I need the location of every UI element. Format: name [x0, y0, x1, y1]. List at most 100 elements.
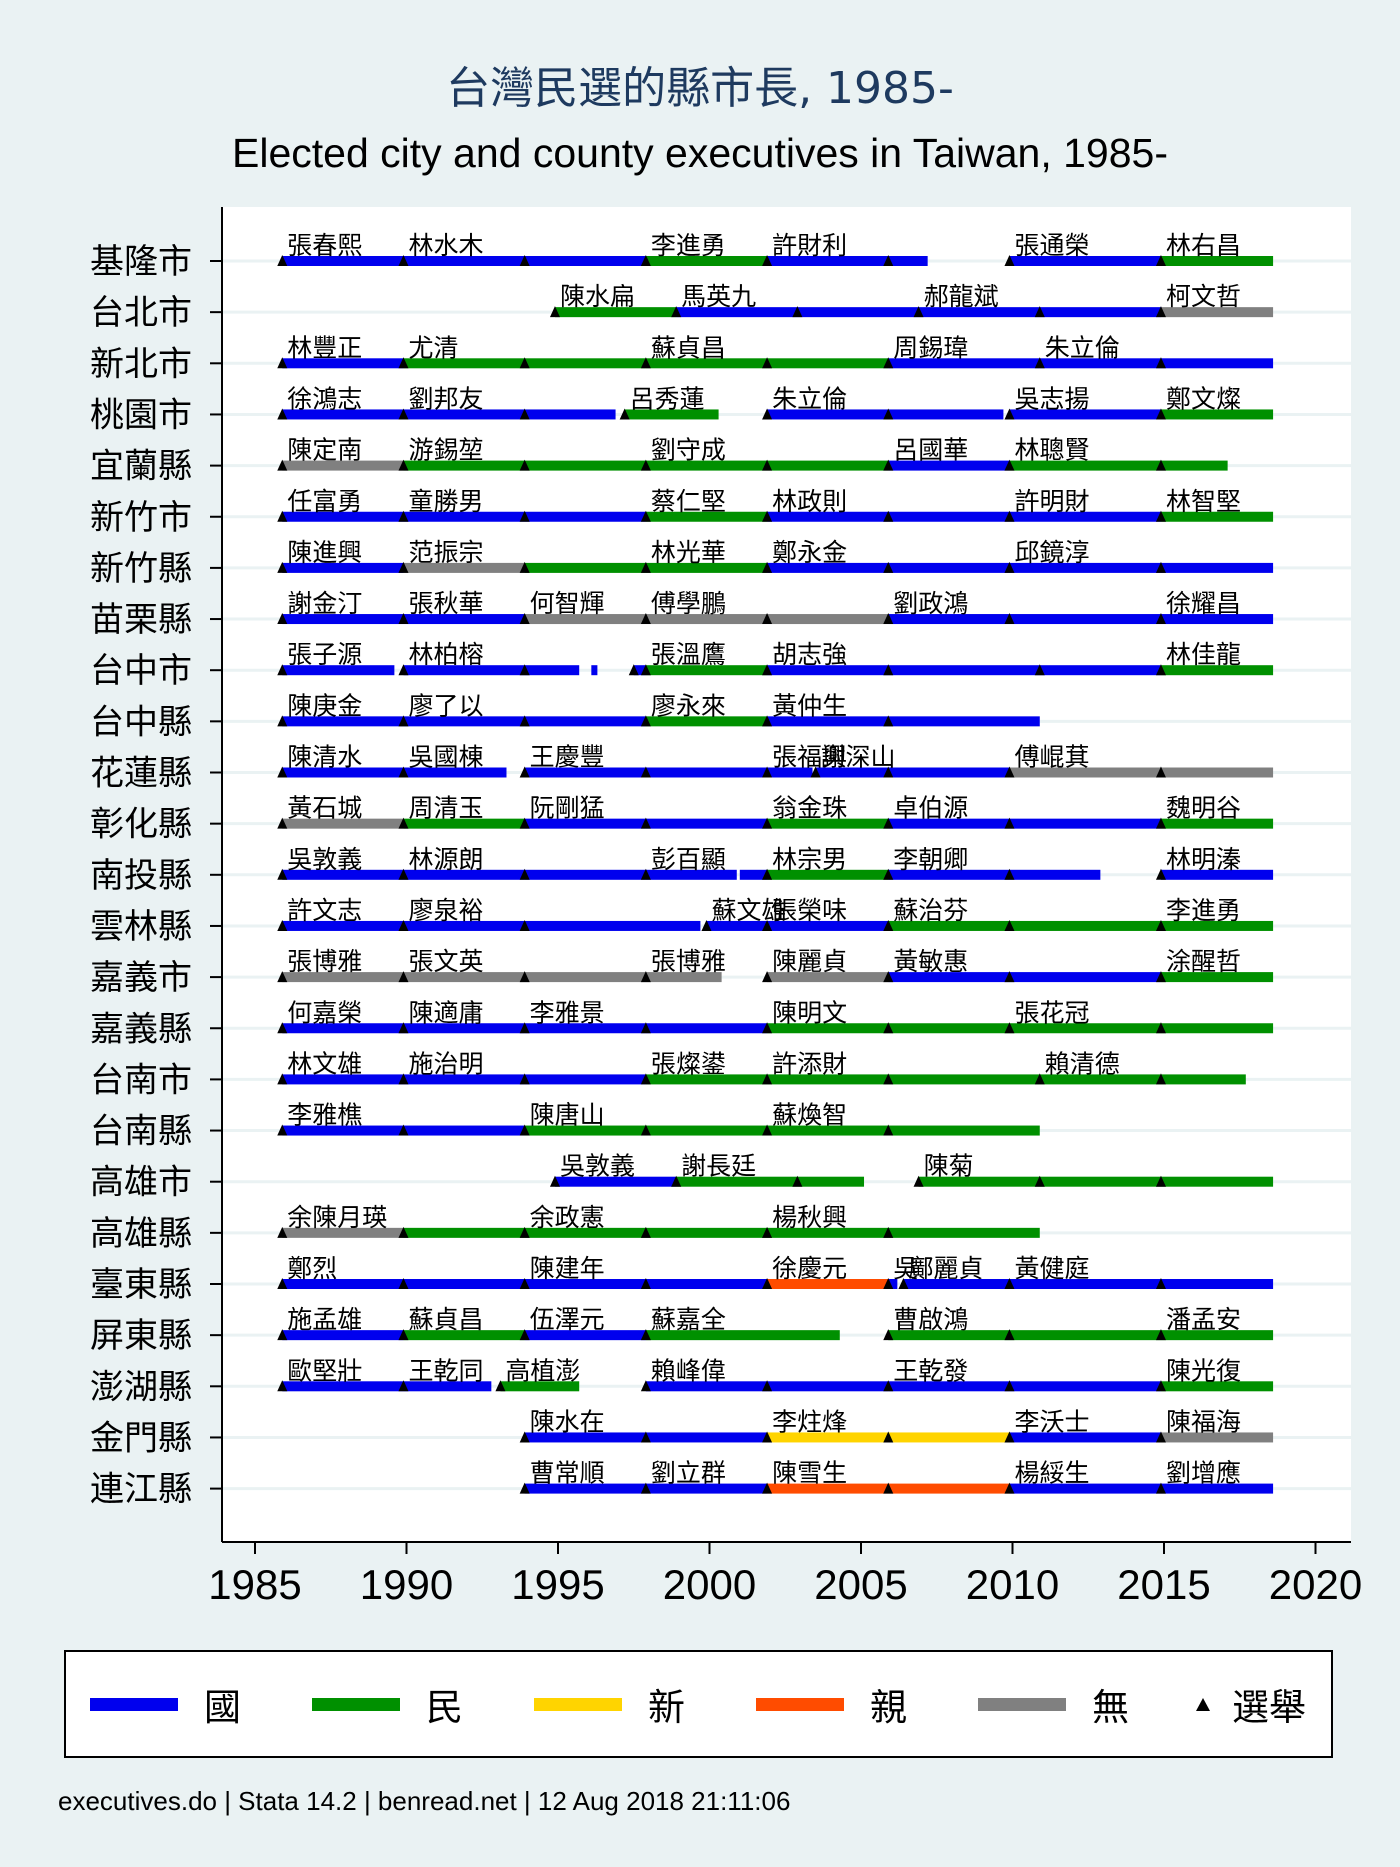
executive-name: 陳菊: [924, 1152, 974, 1181]
election-marker: [762, 1124, 773, 1136]
y-tick-label: 澎湖縣: [90, 1367, 192, 1407]
term-bar: [645, 1432, 768, 1443]
election-marker: [519, 715, 530, 727]
executive-name: 林柏榕: [408, 640, 483, 669]
election-marker: [519, 1073, 530, 1085]
election-marker: [1155, 919, 1166, 931]
term-bar: [888, 920, 1010, 931]
executive-name: 張花冠: [1014, 998, 1089, 1027]
term-bar: [903, 1279, 1010, 1289]
executive-name: 陳水扁: [560, 282, 635, 311]
term-bar: [645, 1125, 768, 1136]
election-marker: [398, 255, 409, 266]
term-bar: [888, 1227, 1040, 1238]
legend-swatch-dpp: [312, 1697, 400, 1711]
executive-name: 阮剛猛: [530, 794, 605, 823]
executive-name: 邱鏡淳: [1014, 538, 1089, 567]
executive-name: 張秋華: [408, 589, 483, 618]
election-marker: [762, 817, 773, 829]
election-marker: [277, 1278, 288, 1289]
x-tick-label: 1995: [511, 1561, 604, 1608]
election-marker: [762, 459, 773, 471]
election-marker: [519, 1482, 530, 1494]
election-marker: [762, 919, 773, 931]
term-bar: [524, 1483, 646, 1494]
term-bar: [767, 409, 889, 420]
election-marker: [883, 971, 894, 983]
executive-name: 張博雅: [651, 947, 726, 976]
term-bar: [706, 920, 768, 931]
election-marker: [1034, 306, 1045, 318]
election-marker: [277, 561, 288, 573]
term-bar: [767, 665, 889, 676]
term-bar: [524, 1125, 646, 1136]
executive-name: 張福興: [772, 743, 847, 772]
executive-name: 林豐正: [287, 333, 362, 362]
term-bar: [554, 307, 677, 318]
term-bar: [645, 460, 768, 471]
term-bar: [767, 256, 889, 266]
y-tick-label: 台南縣: [90, 1112, 192, 1152]
executive-name: 吳志揚: [1014, 384, 1089, 413]
term-bar: [282, 256, 404, 266]
election-marker: [398, 1329, 409, 1341]
term-bar: [403, 716, 525, 727]
term-bar: [888, 1279, 898, 1289]
executive-name: 賴清德: [1045, 1049, 1120, 1078]
election-marker: [883, 1022, 894, 1034]
election-marker: [762, 715, 773, 727]
executive-name: 朱立倫: [1045, 333, 1120, 362]
term-bar: [282, 1125, 404, 1136]
term-bar: [739, 869, 768, 880]
y-tick-label: 高雄市: [90, 1163, 192, 1203]
x-tick-label: 2005: [814, 1561, 907, 1608]
executive-name: 劉政鴻: [893, 589, 968, 618]
executive-name: 陳清水: [287, 743, 362, 772]
term-bar: [403, 869, 525, 880]
election-marker: [1004, 408, 1015, 420]
election-marker: [640, 255, 651, 266]
election-marker: [1034, 1175, 1045, 1187]
term-bar: [645, 767, 768, 778]
election-marker: [883, 868, 894, 880]
executive-name: 陳水在: [530, 1407, 605, 1436]
executive-name: 陳麗貞: [772, 947, 847, 976]
term-bar: [888, 1125, 1040, 1136]
term-bar: [403, 409, 525, 420]
legend-label-kmt: 國: [204, 1686, 241, 1729]
election-marker: [762, 1380, 773, 1392]
term-bar: [524, 358, 646, 369]
term-bar: [1160, 460, 1228, 471]
executive-name: 吳國棟: [408, 743, 483, 772]
executive-name: 林右昌: [1166, 231, 1241, 260]
election-marker: [671, 306, 682, 318]
term-bar: [645, 818, 768, 829]
election-marker: [398, 1022, 409, 1034]
term-bar: [403, 614, 525, 625]
election-marker: [883, 715, 894, 727]
y-tick-label: 彰化縣: [90, 805, 192, 845]
executive-name: 陳雪生: [772, 1459, 847, 1488]
election-marker: [1004, 1380, 1015, 1392]
election-marker: [1004, 561, 1015, 573]
election-marker: [762, 561, 773, 573]
election-triangle-icon: [1196, 1697, 1210, 1711]
executive-name: 謝長廷: [681, 1152, 756, 1181]
term-bar: [1160, 1176, 1274, 1187]
executive-name: 朱立倫: [772, 384, 847, 413]
term-bar: [888, 1330, 1010, 1341]
election-marker: [277, 971, 288, 983]
term-bar: [524, 1279, 646, 1289]
executive-name: 徐鴻志: [287, 384, 362, 413]
election-marker: [277, 510, 288, 522]
legend-item-ind: 無: [978, 1652, 1129, 1756]
election-marker: [883, 1482, 894, 1494]
executive-name: 王慶豐: [530, 743, 605, 772]
election-marker: [519, 1022, 530, 1034]
election-marker: [792, 1175, 803, 1187]
chart-legend: 國 民 新 親 無 選舉: [64, 1650, 1333, 1758]
election-marker: [1155, 971, 1166, 983]
election-marker: [398, 561, 409, 573]
election-marker: [762, 1226, 773, 1238]
legend-swatch-np: [534, 1697, 622, 1711]
